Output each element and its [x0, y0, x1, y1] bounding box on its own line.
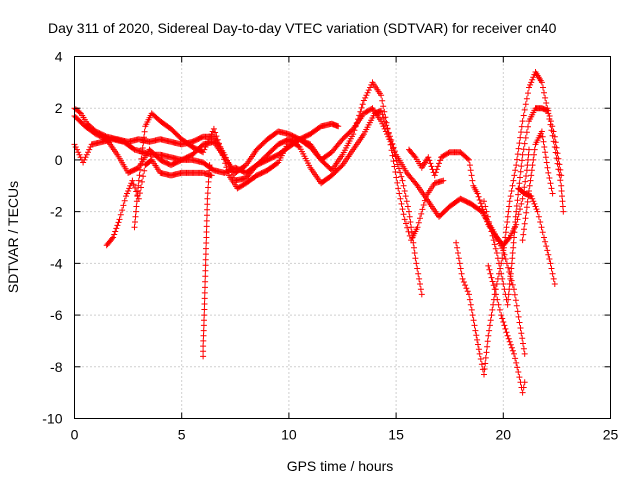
point-markers — [481, 105, 565, 308]
y-tick-label: -4 — [50, 255, 63, 271]
x-tick-label: 10 — [281, 427, 297, 443]
x-axis-label: GPS time / hours — [287, 458, 394, 474]
y-axis-label: SDTVAR / TECUs — [5, 181, 21, 293]
x-tick-label: 25 — [603, 427, 619, 443]
series-track-10 — [481, 105, 565, 308]
axis-ticks — [74, 56, 611, 419]
series-track-11 — [515, 185, 558, 287]
point-markers — [485, 262, 528, 396]
point-markers — [200, 162, 213, 360]
y-tick-label: 4 — [55, 49, 63, 65]
point-markers — [71, 105, 528, 357]
series-track-1 — [71, 105, 528, 357]
point-markers — [103, 156, 215, 249]
point-markers — [515, 185, 558, 287]
grid-lines — [74, 56, 611, 419]
point-markers — [453, 69, 567, 378]
series-track-4 — [103, 156, 215, 249]
point-markers — [131, 79, 447, 244]
data-points — [71, 69, 567, 396]
x-tick-labels: 0 5 10 15 20 25 — [71, 427, 619, 443]
chart-title: Day 311 of 2020, Sidereal Day-to-day VTE… — [48, 20, 557, 36]
y-tick-label: -6 — [50, 307, 63, 323]
x-tick-label: 20 — [496, 427, 512, 443]
series-track-9 — [485, 262, 528, 396]
x-tick-label: 5 — [178, 427, 186, 443]
y-tick-label: 2 — [55, 100, 63, 116]
y-tick-label: -2 — [50, 204, 63, 220]
y-tick-label: -8 — [50, 359, 63, 375]
series-track-12 — [519, 128, 556, 244]
series-track-8 — [453, 69, 567, 378]
y-tick-label: -10 — [42, 411, 62, 427]
series-track-6 — [200, 162, 213, 360]
x-tick-label: 15 — [388, 427, 404, 443]
series-track-5 — [131, 79, 447, 244]
y-tick-label: 0 — [55, 152, 63, 168]
y-tick-labels: -10 -8 -6 -4 -2 0 2 4 — [42, 49, 62, 427]
point-markers — [519, 128, 556, 244]
plot-frame — [74, 56, 611, 419]
x-tick-label: 0 — [71, 427, 79, 443]
